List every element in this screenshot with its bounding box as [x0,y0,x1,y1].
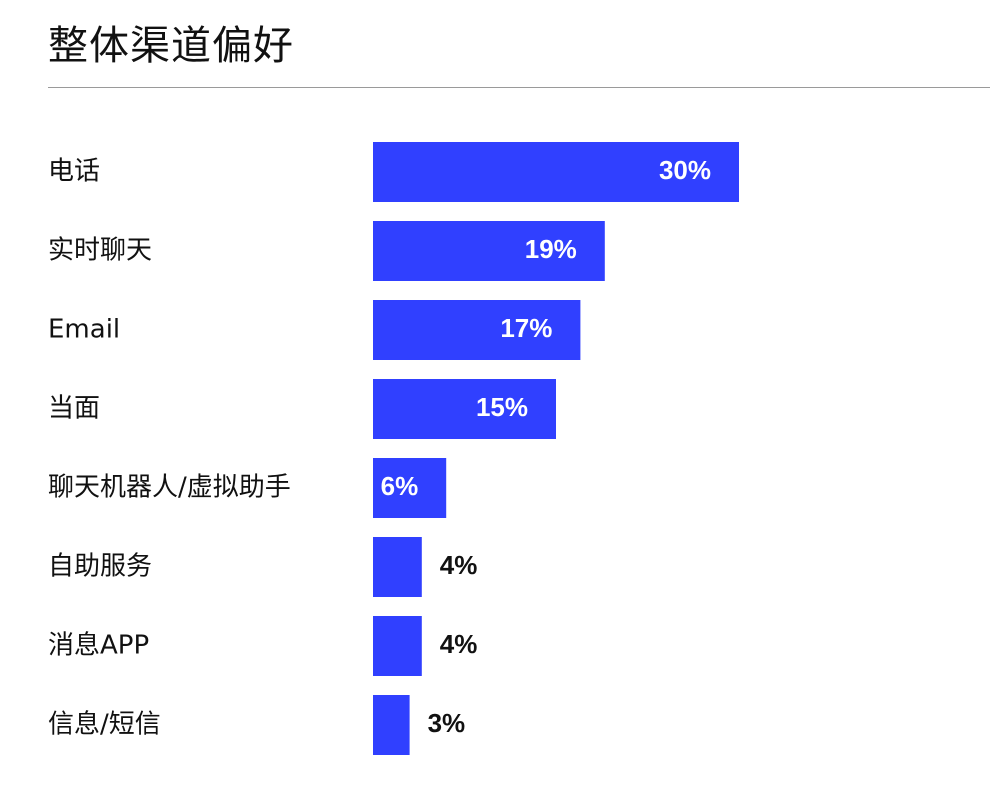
bar [373,695,410,755]
bar [373,300,581,360]
bar [373,142,739,202]
value-label: 30% [659,155,711,185]
value-label: 6% [381,471,419,501]
bar [373,379,556,439]
value-label: 4% [440,550,478,580]
bar [373,221,605,281]
category-label: 实时聊天 [48,236,152,266]
value-label: 19% [525,234,577,264]
value-label: 4% [440,629,478,659]
value-label: 3% [428,708,466,738]
bar [373,616,422,676]
bars [373,142,739,755]
title-divider [48,87,990,88]
chart-title: 整体渠道偏好 [48,23,294,69]
category-label: Email [48,315,120,345]
category-label: 自助服务 [48,552,152,582]
value-label: 17% [500,313,552,343]
category-label: 电话 [48,157,100,187]
category-label: 消息APP [48,631,149,661]
value-label: 15% [476,392,528,422]
category-label: 聊天机器人/虚拟助手 [48,473,291,503]
value-labels: 30% 19% 17% 15% 6% 4% 4% 3% [381,155,711,738]
bar [373,537,422,597]
category-label: 信息/短信 [48,710,161,740]
category-label: 当面 [48,394,100,424]
bar [373,458,447,518]
